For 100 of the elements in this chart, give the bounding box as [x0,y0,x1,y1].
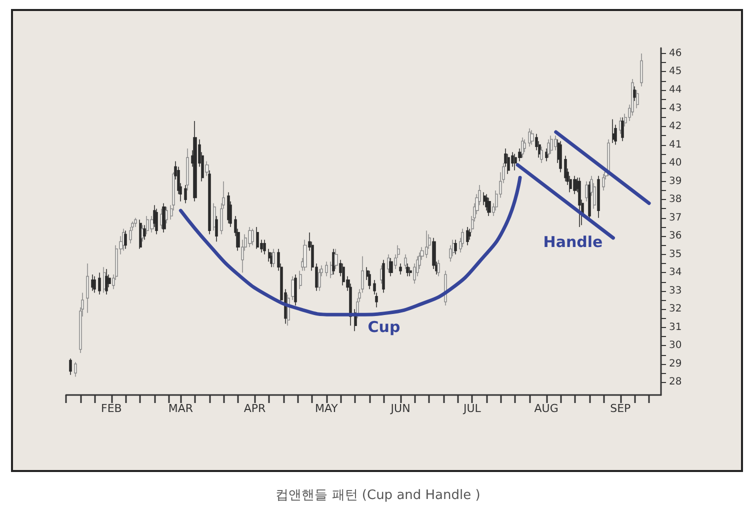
annotation: Cup [368,318,400,336]
candlestick [103,266,106,294]
candlestick [205,160,209,176]
candlestick [607,138,610,176]
candlestick [399,263,402,275]
candlestick [74,362,77,378]
x-tick-label: APR [244,402,266,415]
x-tick-label: MAR [168,402,194,415]
y-tick-label: 28 [669,376,682,388]
candlestick [134,217,137,228]
candlestick [545,148,548,162]
y-tick-label: 42 [669,121,682,132]
candlestick [640,53,643,87]
y-tick-label: 46 [669,48,682,59]
candlestick [564,155,567,182]
candlestick [368,270,371,290]
candlestick [466,226,469,246]
x-tick-label: AUG [534,402,558,415]
line-series [178,176,522,316]
candlestick [454,239,457,255]
y-tick-label: 43 [669,102,682,114]
candlestick [621,117,624,142]
candlestick [409,266,412,277]
y-tick-label: 30 [669,340,682,352]
candlestick [165,206,168,224]
candlestick [521,137,524,158]
candlestick [528,128,531,148]
candlestick [559,140,562,173]
candlestick [208,170,211,235]
candlestick [404,254,407,270]
candlestick [91,274,94,292]
candlestick [585,180,588,202]
candlestick [406,263,409,277]
candlestick [382,259,385,294]
candlestick [530,130,534,146]
candlestick [141,224,144,242]
x-tick-label: JUN [390,402,410,415]
candlestick [150,216,154,233]
candlestick [105,268,108,295]
candlestick [124,230,127,250]
candlestick [294,274,297,306]
candlestick [318,268,321,292]
candlestick [98,272,101,295]
x-tick-label: SEP [610,402,632,415]
candlestick [633,86,636,102]
y-tick-label: 40 [669,158,682,169]
candlestick [636,90,639,109]
candlestick [93,276,96,294]
x-tick-label: JUL [462,402,482,415]
candlestick [227,192,230,224]
candlestick [332,248,335,275]
candlestick [330,261,333,279]
candlestick [69,358,72,376]
candlestick [303,239,307,272]
candlestick [597,175,600,218]
candlestick [215,216,218,242]
text: 컵앤핸들 패턴 (Cup and Handle ) [274,487,482,504]
candlestick [547,138,550,158]
candlestick [248,226,252,248]
candlestick [256,226,259,250]
candlestick [437,259,440,277]
candlestick [612,118,615,144]
candlestick [139,219,142,250]
y-tick-label: 41 [669,139,682,150]
candlestick [270,252,273,268]
y-tick-label: 45 [669,66,682,78]
y-tick-label: 35 [669,248,682,260]
candlestick [86,263,89,314]
candlestick [251,228,254,246]
candlestick [263,239,266,255]
candlestick [143,224,146,240]
candlestick [334,248,338,270]
candlestick [387,254,390,274]
candlestick [193,120,197,202]
candlestick [389,258,393,277]
candlestick [487,197,491,216]
x-tick-label: MAY [315,402,338,415]
candlestick [325,261,328,277]
y-tick-label: 36 [669,230,682,242]
y-tick-label: 32 [669,304,682,315]
candlestick [162,202,166,233]
y-tick-label: 31 [669,322,682,333]
candlestick [602,174,605,191]
candlestick [186,148,189,191]
y-tick-label: 39 [669,176,682,187]
candlestick [299,270,302,290]
x-tick-label: FEB [100,402,122,415]
y-tick-label: 33 [669,285,682,296]
candlestick [554,135,557,151]
candlestick [540,146,543,164]
candlestick [588,180,591,220]
annotation: Handle [543,233,603,251]
candlestick [272,248,275,268]
y-tick-label: 34 [669,267,682,278]
candlestick [155,208,158,235]
y-tick-label: 44 [669,84,682,96]
y-tick-label: 37 [669,212,682,224]
candlestick [184,184,187,204]
y-tick-label: 29 [669,358,682,370]
candlestick [122,228,125,252]
